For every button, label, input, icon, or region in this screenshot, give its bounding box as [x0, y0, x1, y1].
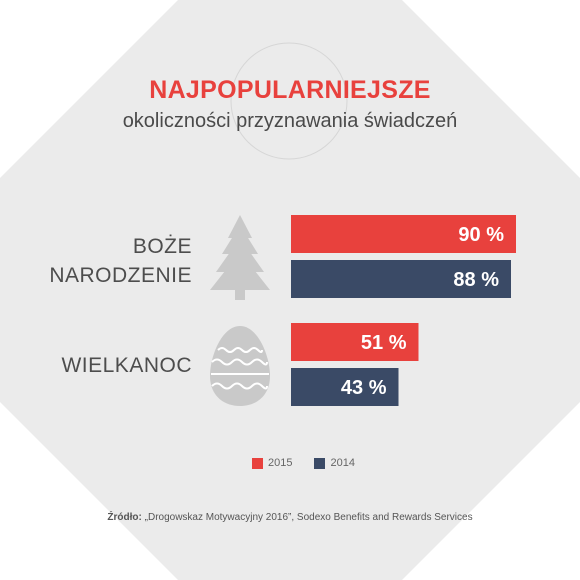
source-text: „Drogowskaz Motywacyjny 2016”, Sodexo Be…	[141, 512, 473, 523]
category-label-easter: WIELKANOC	[61, 351, 192, 380]
category-label-line: BOŻE	[132, 235, 192, 258]
category-label-line: WIELKANOC	[61, 354, 192, 377]
legend-item-2015: 2015	[252, 457, 292, 469]
category-label-christmas: BOŻE NARODZENIE	[49, 232, 192, 290]
source-note: Źródło: „Drogowskaz Motywacyjny 2016”, S…	[0, 512, 580, 523]
bars-group: 90 % 88 % 51 % 43 %	[291, 215, 516, 406]
chart-subtitle: okoliczności przyznawania świadczeń	[122, 110, 458, 132]
legend-swatch-2014	[314, 457, 326, 469]
legend-label-2015: 2015	[268, 457, 293, 469]
legend-label-2014: 2014	[330, 457, 355, 469]
bar-2014-1	[291, 368, 399, 406]
category-label-line: NARODZENIE	[49, 264, 192, 287]
data-label-2014-0: 88 %	[453, 269, 499, 291]
legend-item-2014: 2014	[314, 457, 355, 469]
christmas-tree-icon	[210, 215, 270, 300]
bar-2015-1	[291, 323, 419, 361]
data-label-2015-1: 51 %	[361, 332, 407, 354]
legend-swatch-2015	[252, 457, 263, 469]
data-label-2015-0: 90 %	[458, 224, 504, 246]
decorative-circle	[230, 42, 348, 160]
chart-title: NAJPOPULARNIEJSZE	[149, 76, 431, 104]
easter-egg-icon	[210, 326, 270, 406]
data-label-2014-1: 43 %	[341, 377, 387, 399]
bar-2014-0	[291, 260, 511, 298]
source-label: Źródło:	[107, 512, 142, 523]
bar-2015-0	[291, 215, 516, 253]
legend: 2015 2014	[252, 457, 369, 469]
